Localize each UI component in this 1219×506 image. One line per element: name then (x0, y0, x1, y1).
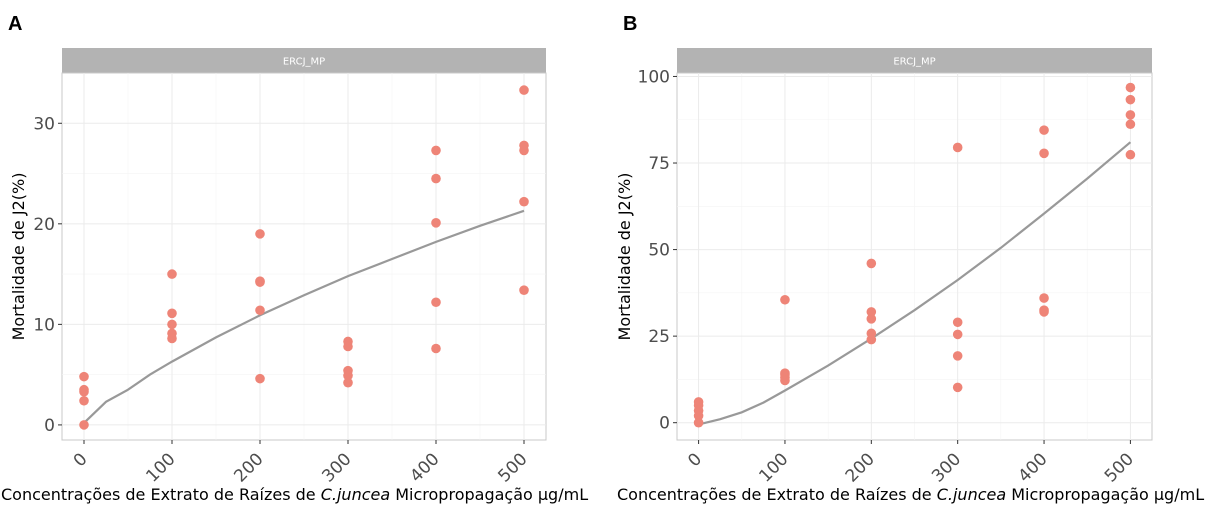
y-axis-title: Mortalidade de J2(%) (615, 173, 634, 341)
x-tick-label: 0 (70, 449, 92, 471)
y-tick-label: 30 (33, 114, 55, 134)
x-axis-title-species: C.juncea (321, 485, 390, 504)
data-point (952, 351, 963, 361)
panel-letter: A (8, 13, 22, 35)
x-tick-label: 500 (1101, 449, 1138, 486)
x-tick-label: 500 (494, 449, 531, 486)
data-point (431, 343, 441, 354)
data-point (952, 329, 963, 340)
x-axis-title-suffix: Micropropagação µg/mL (1006, 485, 1204, 504)
data-point (866, 334, 877, 345)
data-point (780, 294, 790, 305)
y-tick-label: 0 (659, 414, 670, 434)
data-point (255, 305, 265, 316)
data-point (1039, 148, 1049, 159)
data-point (519, 285, 529, 295)
data-point (167, 308, 177, 319)
x-tick-label: 200 (842, 449, 879, 486)
data-point (1125, 94, 1136, 105)
data-point (952, 382, 963, 393)
y-tick-label: 20 (33, 215, 55, 235)
data-point (431, 297, 441, 308)
x-tick-label: 100 (142, 449, 179, 486)
data-point (343, 370, 353, 381)
facet-strip (677, 48, 1152, 73)
data-point (1039, 307, 1049, 317)
data-point (952, 142, 963, 153)
x-tick-label: 400 (1014, 449, 1051, 486)
data-point (1039, 125, 1049, 135)
x-tick-label: 200 (230, 449, 267, 486)
y-tick-label: 10 (33, 315, 55, 335)
panel-b: B ERCJ_MP 0 100 200 300 400 500 0 25 50 75 100 Mortal… (615, 13, 1204, 504)
data-point (693, 410, 704, 421)
facet-strip (62, 48, 546, 73)
data-point (79, 386, 89, 397)
fit-line (83, 209, 525, 424)
facet-strip-label: ERCJ_MP (893, 57, 935, 68)
x-tick-label: 300 (318, 449, 355, 486)
data-point (431, 173, 441, 184)
data-point (79, 420, 89, 430)
data-point (519, 85, 529, 95)
y-tick-label: 75 (648, 154, 670, 174)
x-tick-label: 300 (928, 449, 965, 486)
y-tick-label: 25 (648, 327, 670, 347)
x-tick-label: 400 (406, 449, 443, 486)
x-tick-label: 100 (755, 449, 792, 486)
panel-letter: B (623, 13, 637, 35)
data-point (693, 417, 704, 428)
data-point (866, 258, 877, 269)
data-point (519, 196, 529, 207)
data-point (167, 333, 177, 344)
panel-a: A ERCJ_MP 0 100 200 300 400 500 0 10 20 30 Mortalida… (1, 13, 588, 504)
x-axis-title: Concentrações de Extrato de Raízes de C.… (1, 485, 588, 504)
data-point (167, 269, 177, 279)
x-axis-title-species: C.juncea (937, 485, 1006, 504)
data-point (255, 373, 265, 384)
data-point (255, 229, 265, 239)
data-point (1125, 82, 1136, 93)
x-axis-title-suffix: Micropropagação µg/mL (390, 485, 588, 504)
data-point (780, 375, 790, 386)
data-point (167, 319, 177, 330)
facet-strip-label: ERCJ_MP (283, 57, 325, 68)
data-point (343, 377, 353, 388)
x-axis-title-prefix: Concentrações de Extrato de Raízes de (1, 485, 321, 504)
data-point (343, 341, 353, 352)
data-point (255, 277, 265, 287)
data-point (431, 218, 441, 228)
data-point (519, 145, 529, 156)
data-point (79, 371, 89, 382)
x-axis-title: Concentrações de Extrato de Raízes de C.… (617, 485, 1204, 504)
x-tick-label: 0 (684, 449, 706, 471)
x-axis-title-prefix: Concentrações de Extrato de Raízes de (617, 485, 937, 504)
y-tick-label: 0 (44, 416, 55, 436)
data-point (952, 317, 963, 328)
data-point (431, 145, 441, 156)
data-point (866, 307, 877, 317)
data-point (1125, 119, 1136, 130)
data-point (1039, 293, 1049, 303)
data-point (79, 395, 89, 406)
data-point (1125, 110, 1136, 120)
y-tick-label: 50 (648, 241, 670, 261)
data-point (1125, 149, 1136, 160)
y-axis-title: Mortalidade de J2(%) (9, 173, 28, 341)
y-tick-label: 100 (638, 67, 670, 87)
data-point (866, 314, 877, 324)
